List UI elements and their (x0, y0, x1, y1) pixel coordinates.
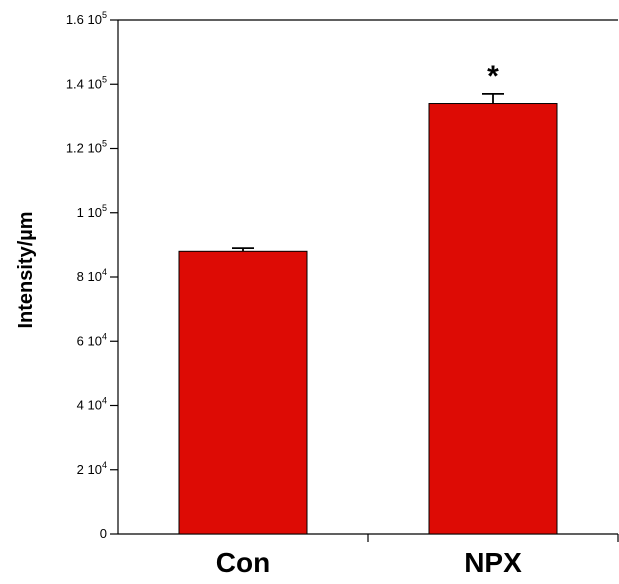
y-tick-label: 2 104 (77, 460, 107, 477)
x-category-label: Con (216, 547, 270, 578)
y-axis-title: Intensity/µm (15, 211, 37, 328)
y-tick-label: 1 105 (77, 203, 107, 220)
y-tick-label: 4 104 (77, 396, 107, 413)
bar-npx (428, 103, 558, 535)
significance-marker: * (487, 60, 499, 93)
bars: * (178, 60, 558, 535)
y-tick-label: 0 (100, 526, 107, 541)
x-axis: Con NPX (216, 534, 619, 578)
y-tick-label: 6 104 (77, 331, 107, 348)
bar-con (178, 250, 308, 535)
y-tick-label: 1.2 105 (66, 139, 107, 156)
y-tick-label: 1.6 105 (66, 10, 107, 27)
y-tick-label: 1.4 105 (66, 74, 107, 91)
y-tick-label: 8 104 (77, 267, 107, 284)
y-axis: 0 2 104 4 104 6 104 8 104 1 105 1.2 105 1.4 105… (66, 10, 118, 541)
x-category-label: NPX (464, 547, 522, 578)
